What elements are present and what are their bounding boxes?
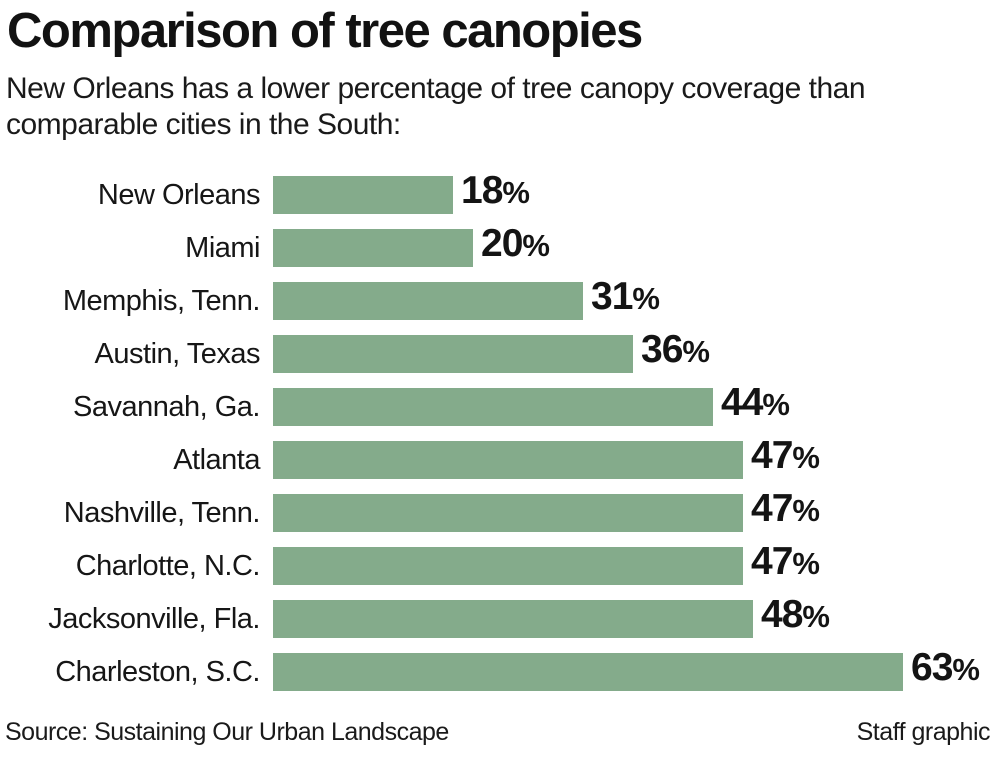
bar-value-suffix: % xyxy=(502,175,530,210)
bar-chart: New Orleans 18% Miami 20% Memphis, Tenn.… xyxy=(0,171,1000,691)
row-label: Memphis, Tenn. xyxy=(62,284,261,317)
bar-zone: 44% xyxy=(273,383,790,426)
bar xyxy=(273,441,743,479)
bar-row: Charlotte, N.C. 47% xyxy=(0,542,1000,585)
row-label: New Orleans xyxy=(97,178,261,211)
row-label: Nashville, Tenn. xyxy=(63,496,261,529)
bar-value: 48% xyxy=(761,593,830,642)
chart-subtitle: New Orleans has a lower percentage of tr… xyxy=(6,71,1000,143)
bar-value: 18% xyxy=(461,169,530,218)
row-label: Atlanta xyxy=(173,443,260,476)
bar-zone: 47% xyxy=(273,489,820,532)
bar-zone: 63% xyxy=(273,648,980,691)
bar-row: New Orleans 18% xyxy=(0,171,1000,214)
chart-subtitle-line: New Orleans has a lower percentage of tr… xyxy=(6,72,866,105)
bar-row: Miami 20% xyxy=(0,224,1000,267)
row-label: Austin, Texas xyxy=(94,337,261,370)
bar-value-suffix: % xyxy=(682,334,710,369)
row-label: Savannah, Ga. xyxy=(73,390,260,423)
staff-graphic-credit: Staff graphic xyxy=(856,718,991,746)
bar xyxy=(273,335,633,373)
bar-value-suffix: % xyxy=(522,228,550,263)
bar-row: Jacksonville, Fla. 48% xyxy=(0,595,1000,638)
bar-value-number: 18 xyxy=(461,169,503,212)
bar xyxy=(273,229,473,267)
footer: Source: Sustaining Our Urban Landscape S… xyxy=(5,718,991,747)
bar-row: Austin, Texas 36% xyxy=(0,330,1000,373)
bar-value-suffix: % xyxy=(792,440,820,475)
bar-value-suffix: % xyxy=(632,281,660,316)
bar xyxy=(273,494,743,532)
bar-zone: 36% xyxy=(273,330,710,373)
bar-value-number: 47 xyxy=(751,434,793,477)
row-label: Charleston, S.C. xyxy=(55,655,260,688)
bar-zone: 47% xyxy=(273,542,820,585)
bar-value-number: 47 xyxy=(751,487,793,530)
chart-title: Comparison of tree canopies xyxy=(7,4,643,58)
bar-zone: 31% xyxy=(273,277,660,320)
bar-value-suffix: % xyxy=(792,493,820,528)
row-label: Miami xyxy=(185,231,260,264)
bar-value-suffix: % xyxy=(952,652,980,687)
bar xyxy=(273,547,743,585)
bar-value: 47% xyxy=(751,487,820,536)
bar-value: 20% xyxy=(481,222,550,271)
bar xyxy=(273,653,903,691)
bar-row: Nashville, Tenn. 47% xyxy=(0,489,1000,532)
bar-value: 47% xyxy=(751,540,820,589)
bar-zone: 20% xyxy=(273,224,550,267)
bar-value: 44% xyxy=(721,381,790,430)
bar xyxy=(273,176,453,214)
source-credit: Source: Sustaining Our Urban Landscape xyxy=(5,718,449,746)
bar-row: Charleston, S.C. 63% xyxy=(0,648,1000,691)
bar-row: Atlanta 47% xyxy=(0,436,1000,479)
bar-value-suffix: % xyxy=(762,387,790,422)
bar-value-number: 44 xyxy=(721,381,763,424)
bar xyxy=(273,600,753,638)
row-label: Jacksonville, Fla. xyxy=(48,602,260,635)
bar xyxy=(273,282,583,320)
bar-zone: 18% xyxy=(273,171,530,214)
bar-value-number: 47 xyxy=(751,540,793,583)
bar-value-number: 63 xyxy=(911,646,953,689)
bar-value: 31% xyxy=(591,275,660,324)
bar-value: 36% xyxy=(641,328,710,377)
bar-value-number: 31 xyxy=(591,275,633,318)
bar xyxy=(273,388,713,426)
bar-value: 63% xyxy=(911,646,980,695)
row-label: Charlotte, N.C. xyxy=(75,549,261,582)
chart-subtitle-line: comparable cities in the South: xyxy=(6,108,401,141)
bar-value: 47% xyxy=(751,434,820,483)
bar-value-suffix: % xyxy=(792,546,820,581)
bar-zone: 48% xyxy=(273,595,830,638)
bar-value-number: 20 xyxy=(481,222,523,265)
bar-row: Savannah, Ga. 44% xyxy=(0,383,1000,426)
bar-row: Memphis, Tenn. 31% xyxy=(0,277,1000,320)
bar-value-number: 36 xyxy=(641,328,683,371)
bar-value-number: 48 xyxy=(761,593,803,636)
bar-value-suffix: % xyxy=(802,599,830,634)
bar-zone: 47% xyxy=(273,436,820,479)
